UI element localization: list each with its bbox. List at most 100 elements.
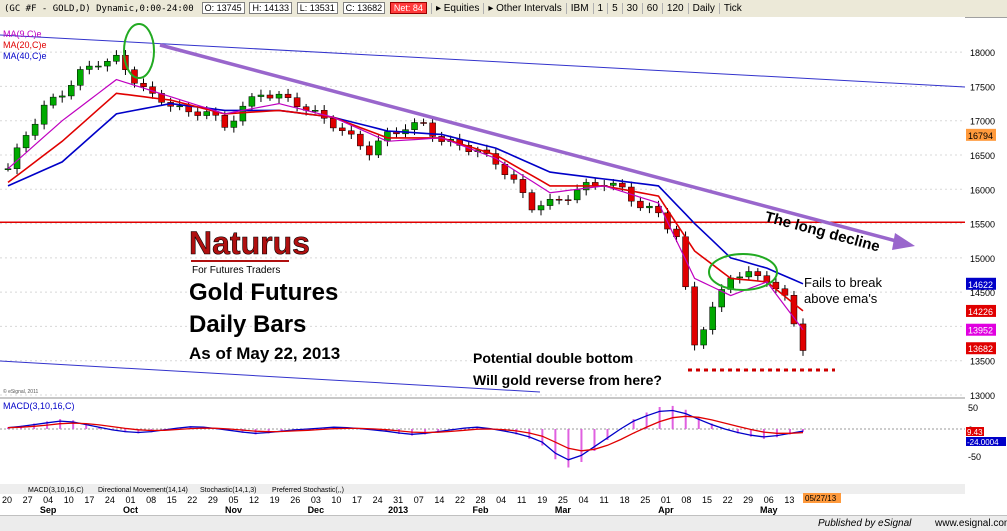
y-tick-label: 17000	[970, 117, 995, 127]
arrow-head-icon	[892, 233, 915, 250]
date-badge-text: 05/27/13	[805, 494, 837, 503]
x-day-label: 29	[743, 495, 753, 505]
candle-body	[348, 130, 355, 135]
low-value: L: 13531	[296, 2, 338, 14]
published-text: Published by eSignal	[818, 518, 912, 529]
macd-line	[7, 409, 804, 461]
macd-tag-macd-text: -24.0004	[967, 438, 999, 447]
candle-body	[221, 115, 229, 128]
annotation-double-bottom-1: Potential double bottom	[473, 350, 633, 366]
open-value: O: 13745	[201, 2, 245, 14]
candle-body	[140, 82, 147, 88]
x-month-label: May	[760, 505, 778, 515]
candle-body	[691, 286, 698, 346]
interval-daily-button[interactable]: Daily	[687, 3, 719, 14]
bottom-tabs: MACD(3,10,16,C) Directional Movement(14,…	[0, 484, 965, 494]
grid	[0, 51, 965, 396]
equities-menu[interactable]: ▸ Equities	[430, 3, 483, 14]
macd-signal-line	[7, 415, 804, 452]
x-day-label: 15	[167, 495, 177, 505]
macd-label: MACD(3,10,16,C)	[3, 401, 75, 411]
ibm-button[interactable]: IBM	[565, 3, 593, 14]
y-tick-label: 13500	[970, 357, 995, 367]
x-day-label: 11	[517, 495, 526, 505]
y-tick-label: 18000	[970, 48, 995, 58]
esignal-site[interactable]: www.esignal.com	[935, 518, 1007, 529]
x-day-label: 03	[311, 495, 321, 505]
interval-tick-button[interactable]: Tick	[718, 3, 746, 14]
interval-60-button[interactable]: 60	[641, 3, 662, 14]
title-block: Naturus For Futures Traders Gold Futures…	[189, 225, 341, 363]
candle-body	[49, 96, 57, 106]
pane-divider[interactable]	[0, 397, 965, 399]
macd-tick-50: 50	[968, 403, 978, 413]
candle-body	[366, 145, 373, 156]
macd-pane: MACD(3,10,16,C) 50 0 -50 9.43 -24.0004	[0, 399, 1006, 484]
x-month-label: Oct	[123, 505, 138, 515]
x-day-label: 04	[578, 495, 588, 505]
macd-tag-signal	[966, 427, 984, 436]
interval-1-button[interactable]: 1	[592, 3, 608, 14]
candle-body	[637, 200, 644, 209]
high-value: H: 14133	[249, 2, 292, 14]
candle-body	[754, 271, 762, 276]
candle-body	[194, 111, 201, 116]
title-line3: As of May 22, 2013	[189, 344, 340, 363]
ema9-line	[7, 78, 804, 331]
logo-text: Naturus	[189, 225, 310, 261]
x-day-label: 24	[373, 495, 383, 505]
x-month-label: 2013	[388, 505, 408, 515]
macd-tag-signal-text: 9.43	[967, 428, 983, 437]
x-day-label: 11	[599, 495, 608, 505]
legend: MA(9,C)e MA(20,C)e MA(40,C)e	[3, 29, 47, 61]
logo-underline	[191, 260, 289, 262]
interval-120-button[interactable]: 120	[661, 3, 688, 14]
candle-body	[357, 133, 364, 147]
candle-body	[311, 110, 319, 112]
toolbar: (GC #F - GOLD,D) Dynamic,0:00-24:00 O: 1…	[0, 0, 1007, 18]
other-intervals-menu[interactable]: ▸ Other Intervals	[483, 3, 565, 14]
interval-5-button[interactable]: 5	[607, 3, 622, 14]
tab-macd[interactable]: MACD(3,10,16,C)	[28, 487, 84, 494]
price-tag-text: 13952	[968, 326, 993, 336]
candle-body	[58, 95, 66, 98]
tab-stochastic[interactable]: Stochastic(14,1,3)	[200, 487, 256, 494]
tab-directional-movement[interactable]: Directional Movement(14,14)	[98, 487, 188, 494]
x-month-label: Nov	[225, 505, 242, 515]
y-tick-label: 15000	[970, 254, 995, 264]
candle-body	[736, 276, 744, 279]
x-month-label: Dec	[308, 505, 325, 515]
legend-ema20: MA(20,C)e	[3, 40, 47, 50]
price-tag-text: 14622	[968, 280, 993, 290]
ema20-line	[7, 92, 804, 312]
candle-body	[646, 205, 653, 209]
equities-label: Equities	[443, 3, 480, 14]
y-tick-label: 16500	[970, 151, 995, 161]
macd-tick-neg50: -50	[968, 452, 981, 462]
x-day-label: 04	[496, 495, 506, 505]
x-day-label: 19	[537, 495, 547, 505]
tab-preferred-stochastic[interactable]: Preferred Stochastic(,,)	[272, 487, 344, 494]
candle-body	[293, 97, 301, 107]
interval-30-button[interactable]: 30	[621, 3, 642, 14]
y-tick-label: 14500	[970, 288, 995, 298]
lower-channel-line	[0, 360, 541, 393]
candle-body	[790, 295, 798, 325]
x-day-label: 12	[249, 495, 259, 505]
y-tick-label: 17500	[970, 82, 995, 92]
x-day-label: 22	[187, 495, 197, 505]
candle-body	[429, 122, 436, 137]
macd-tag-macd	[966, 437, 1006, 446]
title-line2: Daily Bars	[189, 311, 306, 338]
candle-body	[375, 140, 382, 156]
x-month-label: Feb	[473, 505, 490, 515]
x-day-label: 15	[702, 495, 712, 505]
logo-tagline: For Futures Traders	[192, 265, 280, 276]
gold-futures-chart[interactable]: MA(9,C)e MA(20,C)e MA(40,C)e Naturus For…	[0, 17, 1007, 515]
candle-body	[284, 93, 292, 98]
footer: Published by eSignal www.esignal.com	[0, 515, 1007, 531]
x-month-label: Mar	[555, 505, 572, 515]
price-tag	[966, 304, 996, 317]
x-day-label: 18	[620, 495, 630, 505]
title-line1: Gold Futures	[189, 279, 338, 306]
